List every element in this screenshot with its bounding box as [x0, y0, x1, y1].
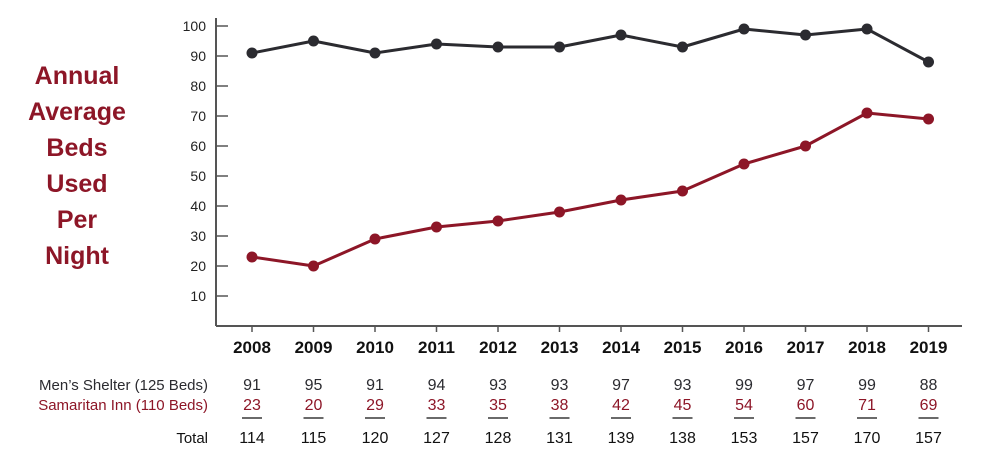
x-tick-label: 2008	[233, 338, 271, 357]
data-point-mens-shelter	[554, 41, 565, 53]
data-point-mens-shelter	[800, 29, 811, 41]
title-line: Night	[45, 242, 109, 270]
y-tick-label: 30	[190, 228, 206, 244]
y-tick-label: 70	[190, 108, 206, 124]
data-point-samaritan-inn	[738, 158, 750, 170]
y-tick-label: 10	[190, 288, 206, 304]
data-point-mens-shelter	[246, 47, 258, 59]
x-tick-label: 2010	[356, 338, 394, 357]
table-cell: 99	[735, 377, 753, 394]
data-point-mens-shelter	[308, 35, 319, 47]
chart-title: Annual Average Beds Used Per Night	[14, 58, 140, 274]
data-point-mens-shelter	[677, 41, 688, 53]
total-cell: 170	[854, 430, 881, 447]
table-cell: 42	[612, 397, 630, 414]
x-tick-label: 2015	[664, 338, 702, 357]
data-point-samaritan-inn	[615, 194, 627, 206]
data-point-samaritan-inn	[861, 107, 873, 119]
data-point-samaritan-inn	[923, 113, 934, 125]
y-tick-label: 90	[190, 48, 206, 64]
data-point-mens-shelter	[615, 29, 627, 41]
table-cell: 95	[305, 377, 323, 394]
table-cell: 91	[366, 377, 384, 394]
data-point-mens-shelter	[431, 38, 442, 50]
table-cell: 97	[612, 377, 630, 394]
data-point-samaritan-inn	[677, 185, 688, 197]
table-cell: 99	[858, 377, 876, 394]
title-line: Per	[56, 206, 98, 234]
table-cell: 93	[551, 377, 569, 394]
data-point-mens-shelter	[738, 23, 750, 35]
total-cell: 128	[485, 430, 512, 447]
table-cell: 91	[243, 377, 261, 394]
table-cell: 94	[428, 377, 446, 394]
data-point-samaritan-inn	[554, 206, 565, 218]
table-cell: 93	[489, 377, 507, 394]
data-point-samaritan-inn	[369, 233, 381, 245]
x-tick-label: 2019	[910, 338, 948, 357]
y-tick-label: 50	[190, 168, 206, 184]
title-line: Average	[28, 98, 126, 126]
total-cell: 120	[362, 430, 389, 447]
data-point-mens-shelter	[369, 47, 381, 59]
data-point-mens-shelter	[492, 41, 504, 53]
total-cell: 114	[239, 430, 265, 447]
total-cell: 131	[546, 430, 573, 447]
table-cell: 71	[858, 397, 876, 414]
table-cell: 69	[920, 397, 938, 414]
total-cell: 153	[731, 430, 758, 447]
total-cell: 139	[608, 430, 635, 447]
data-point-samaritan-inn	[431, 221, 442, 233]
table-cell: 23	[243, 397, 261, 414]
title-line: Beds	[46, 134, 108, 162]
x-tick-label: 2009	[295, 338, 333, 357]
x-tick-label: 2018	[848, 338, 886, 357]
data-point-mens-shelter	[923, 56, 934, 68]
total-cell: 157	[915, 430, 942, 447]
y-tick-label: 80	[190, 78, 206, 94]
table-cell: 45	[674, 397, 692, 414]
table-cell: 35	[489, 397, 507, 414]
total-cell: 115	[301, 430, 327, 447]
data-point-samaritan-inn	[492, 215, 504, 227]
table-cell: 88	[920, 377, 938, 394]
x-tick-label: 2011	[418, 338, 455, 357]
table-cell: 20	[305, 397, 323, 414]
y-tick-label: 60	[190, 138, 206, 154]
data-point-samaritan-inn	[800, 140, 811, 152]
x-tick-label: 2013	[541, 338, 579, 357]
x-tick-label: 2012	[479, 338, 517, 357]
table-cell: 93	[674, 377, 692, 394]
table-row-label: Men’s Shelter (125 Beds)	[39, 377, 208, 394]
total-label: Total	[176, 430, 208, 447]
table-cell: 29	[366, 397, 384, 414]
title-line: Used	[46, 170, 108, 198]
data-point-samaritan-inn	[308, 260, 319, 272]
table-cell: 33	[428, 397, 446, 414]
data-point-mens-shelter	[861, 23, 873, 35]
y-tick-label: 100	[183, 18, 207, 34]
y-tick-label: 20	[190, 258, 206, 274]
y-tick-label: 40	[190, 198, 206, 214]
title-line: Annual	[34, 62, 120, 90]
table-cell: 38	[551, 397, 569, 414]
table-row-label: Samaritan Inn (110 Beds)	[38, 397, 208, 414]
x-tick-label: 2017	[787, 338, 825, 357]
table-cell: 97	[797, 377, 815, 394]
series-line-samaritan-inn	[251, 111, 929, 268]
total-cell: 157	[792, 430, 819, 447]
table-cell: 60	[797, 397, 815, 414]
data-point-samaritan-inn	[246, 251, 258, 263]
total-cell: 127	[423, 430, 450, 447]
table-cell: 54	[735, 397, 753, 414]
series-line-mens-shelter	[251, 27, 930, 64]
x-tick-label: 2014	[602, 338, 640, 357]
total-cell: 138	[669, 430, 696, 447]
x-tick-label: 2016	[725, 338, 763, 357]
